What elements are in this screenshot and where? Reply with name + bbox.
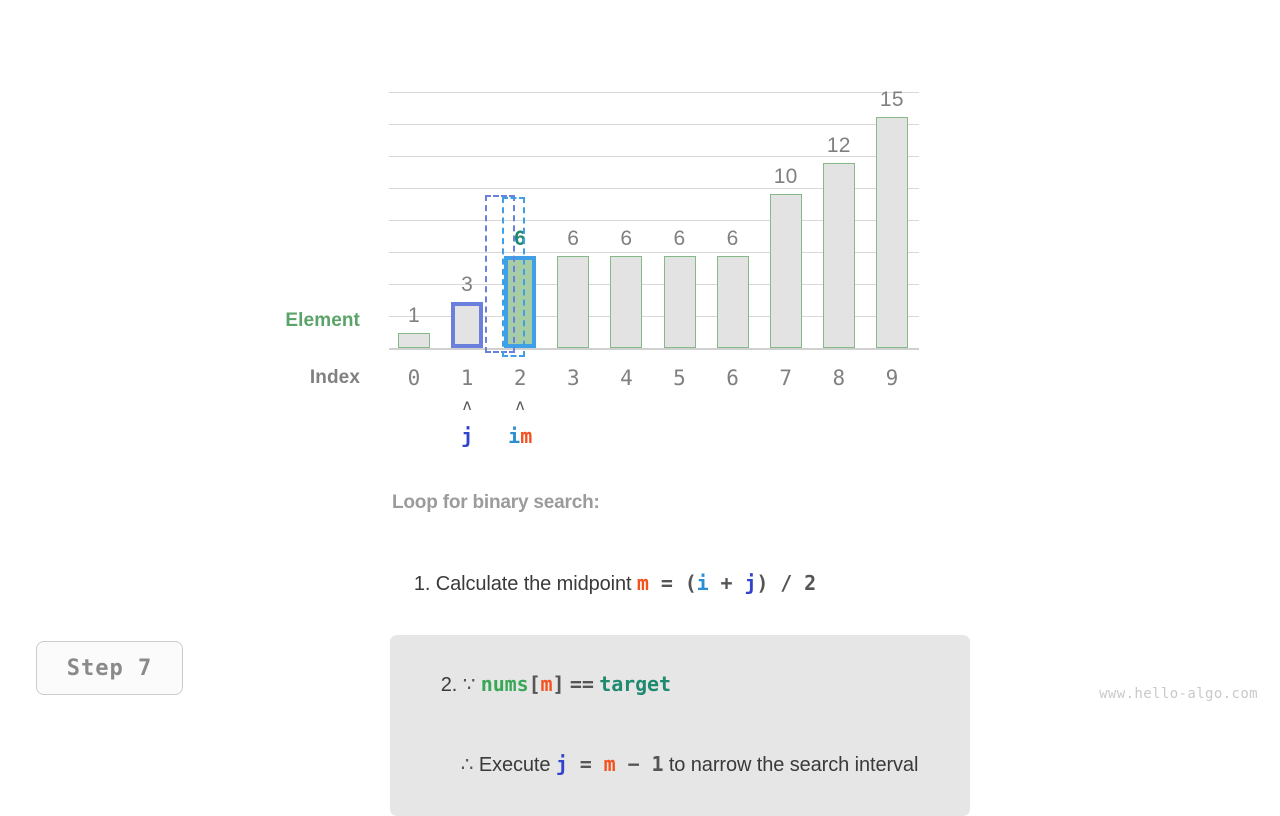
step-1-text: Calculate the midpoint [430,573,637,595]
search-interval-box-j [485,195,516,353]
index-axis-label: Index [309,367,360,388]
step-1-j-token: j [744,571,757,595]
index-label-9: 9 [885,366,899,390]
gridline [389,316,919,317]
loop-heading: Loop for binary search: [392,492,600,513]
gridline [389,188,919,189]
step-2-number: 2. [440,674,458,696]
gridline [389,220,919,221]
step-2-nums-token: nums [480,672,529,696]
step-2-j-token: j [555,752,568,776]
bar-index-1 [451,301,484,348]
index-label-3: 3 [566,366,580,390]
pointer-name-i: i [508,424,521,448]
step-2-m-token: m [540,672,553,696]
step-2-minus: − [615,752,652,776]
element-axis-label: Element [285,310,360,331]
watermark: www.hello-algo.com [1099,686,1258,702]
gridline [389,156,919,157]
value-label-index-0: 1 [408,303,420,327]
explanation-panel: Loop for binary search: 1. Calculate the… [390,492,1050,816]
pointer-name-m: m [520,424,533,448]
index-label-8: 8 [832,366,846,390]
step-2-target-token: target [599,672,671,696]
gridline [389,284,919,285]
value-label-index-9: 15 [879,88,904,111]
gridline [389,92,919,93]
index-label-1: 1 [460,366,474,390]
gridline [389,124,919,125]
step-1-paren-open: ( [684,571,697,595]
value-label-index-8: 12 [826,134,851,158]
bar-chart-plot: 1 3 6 6 6 6 6 10 12 15 [389,88,919,357]
index-label-7: 7 [779,366,793,390]
because-icon: ∵ [462,674,476,696]
bar-index-8 [822,163,855,348]
step-badge: Step 7 [36,641,183,695]
value-label-index-1: 3 [461,272,474,296]
step-2-assign: = [567,752,604,776]
value-label-index-2: 6 [514,226,527,250]
bar-index-4 [610,255,643,348]
step-2-m2-token: m [603,752,616,776]
step-1-line: 1. Calculate the midpoint m = (i + j) / … [392,548,1050,619]
step-1-two: 2 [804,571,817,595]
bar-index-2 [504,255,537,348]
step-1-number: 1. [413,573,431,595]
bar-index-0 [398,332,430,348]
step-2-box: 2. ∵ nums[m] == target ∴ Execute j = m −… [390,635,970,816]
step-2-line-b: ∴ Execute j = m − 1 to narrow the search… [408,729,952,800]
step-1-plus: + [708,571,745,595]
gridline [389,252,919,253]
index-label-2: 2 [513,366,527,390]
index-label-0: 0 [407,366,421,390]
value-label-index-6: 6 [726,226,739,250]
pointer-names-index-2: im [490,424,550,448]
index-axis-row: 0 1 2 3 4 5 6 7 8 9 [389,366,919,396]
bar-index-5 [663,255,696,348]
step-2-equals: == [569,672,594,696]
index-label-4: 4 [620,366,633,390]
value-label-index-3: 6 [567,226,580,250]
axis-baseline [389,348,919,350]
step-2-tail-text: to narrow the search interval [663,754,919,776]
pointer-caret-index-1: ʌ [462,396,472,414]
search-interval-box-i [502,197,526,357]
step-2-execute-text: Execute [478,754,556,776]
index-label-6: 6 [726,366,739,390]
step-1-paren-close: ) [756,571,769,595]
bar-index-7 [769,194,802,348]
step-1-m-token: m [636,571,649,595]
value-label-index-4: 6 [620,226,633,250]
step-2-line-a: 2. ∵ nums[m] == target [408,649,952,720]
bar-index-3 [557,255,590,348]
step-1-equals: = [648,571,685,595]
step-1-divide: / [768,571,805,595]
pointer-name-j: j [461,424,474,448]
therefore-icon: ∴ [460,754,474,776]
value-label-index-5: 6 [673,226,686,250]
value-label-index-7: 10 [773,165,798,188]
step-1-i-token: i [696,571,709,595]
step-2-one: 1 [651,752,664,776]
pointer-names-index-1: j [437,424,497,448]
bar-index-9 [875,117,908,348]
step-2-bracket-open: [ [528,672,541,696]
pointer-caret-index-2: ʌ [515,396,525,414]
step-2-bracket-close: ] [552,672,565,696]
index-label-5: 5 [673,366,686,390]
bar-index-6 [716,255,749,348]
